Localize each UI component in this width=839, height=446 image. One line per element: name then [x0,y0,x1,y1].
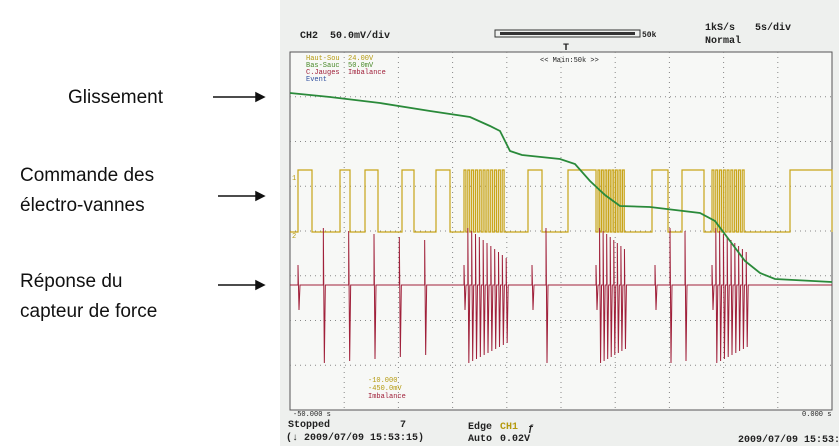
legend-value: Imbalance [348,69,386,77]
offset: Imbalance [368,393,406,401]
traces [289,92,833,364]
offset: -450.0mV [368,385,402,393]
label-commande: Commande des [20,165,154,186]
legend: Haut-Sou [306,55,340,63]
channel-marker: 1 [292,175,296,183]
mode: Normal [705,35,741,47]
level: 0.02V [500,434,530,445]
slope: ƒ [528,424,534,435]
count: 7 [400,420,406,431]
legend-value: 50.0mV [348,62,374,70]
timebase: 5s/div [755,22,791,34]
arrow-head [255,279,266,291]
arrow-head [255,190,266,202]
legend: Bas-Sauc [306,62,340,70]
source: CH1 [500,422,518,433]
rate: 1kS/s [705,22,735,34]
grid [290,52,832,410]
legend: Event [306,76,327,84]
status: Stopped [288,419,330,431]
label-reponse: capteur de force [20,301,157,322]
force-trace [290,227,832,364]
zoom: << Main:50k >> [540,57,599,65]
trigger-mark: T [563,43,569,54]
label-reponse: Réponse du [20,271,122,292]
legend: C.Jauges [306,69,340,77]
record-bar [494,29,641,38]
time-end: 0.000 s [802,411,831,419]
trigger: Edge [468,421,492,433]
arrows [213,91,266,291]
record: 50k [642,31,657,40]
scale: 50.0mV/div [330,30,390,42]
legend-value: 24.00V [348,55,374,63]
offset: -10.000 [368,377,397,385]
time-start: -50.000 s [293,411,331,419]
auto: Auto [468,434,492,445]
label-glissement: Glissement [68,87,164,108]
channel-marker: 2 [292,233,296,241]
date: 2009/07/09 15:53:1 [738,434,839,446]
arrow-head [255,91,266,103]
channel: CH2 [300,31,318,42]
label-commande: électro-vannes [20,195,145,216]
stamp: (↓ 2009/07/09 15:53:15) [286,432,424,444]
slip-trace [289,92,833,283]
